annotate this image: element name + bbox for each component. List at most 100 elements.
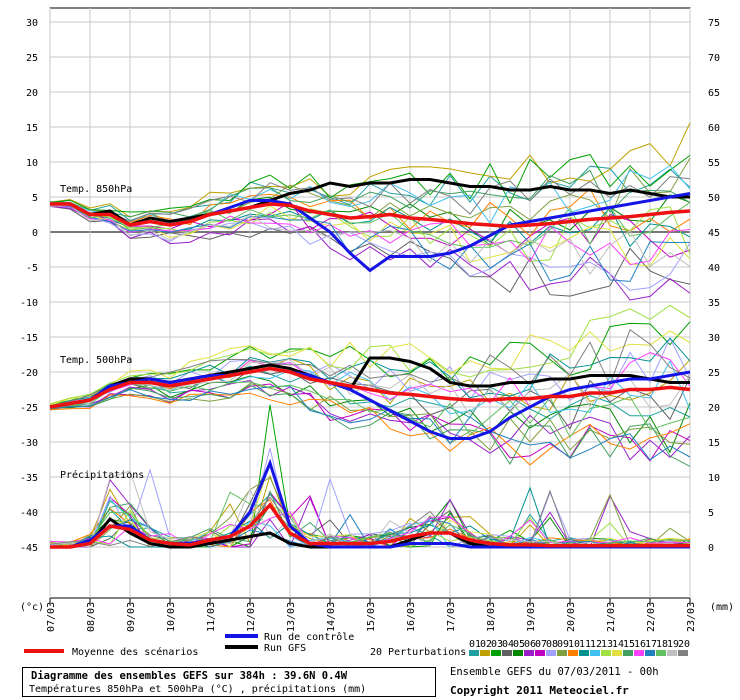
x-tick-label: 13/03	[286, 602, 297, 632]
left-tick-label: -45	[20, 543, 38, 554]
legend-perturbation-number: 10	[568, 639, 580, 650]
perturbation-line	[49, 369, 691, 430]
x-tick-label: 10/03	[166, 602, 177, 632]
left-tick-label: -20	[20, 368, 38, 379]
legend-gfs-label: Run GFS	[264, 643, 306, 654]
perturbation-line	[49, 188, 691, 237]
chart-subtitle: Températures 850hPa et 500hPa (°C) , pré…	[29, 684, 367, 695]
legend-perturbation-swatch	[612, 650, 622, 656]
left-tick-label: -35	[20, 473, 38, 484]
legend-perturbation-number: 06	[524, 639, 536, 650]
right-tick-label: 25	[708, 368, 720, 379]
left-tick-label: -40	[20, 508, 38, 519]
legend: Moyenne des scénarios Run de contrôleRun …	[24, 631, 690, 658]
right-tick-label: 45	[708, 228, 720, 239]
panel-label: Temp. 500hPa	[60, 355, 132, 366]
right-tick-label: 0	[708, 543, 714, 554]
legend-perturbation-swatch	[601, 650, 611, 656]
panel-label: Temp. 850hPa	[60, 184, 132, 195]
mean-line	[49, 366, 691, 409]
perturbation-line	[49, 204, 691, 266]
x-tick-label: 18/03	[486, 602, 497, 632]
legend-perturbation-number: 13	[601, 639, 613, 650]
legend-perturbation-number: 01	[469, 639, 481, 650]
legend-perturbation-number: 04	[502, 639, 514, 650]
x-tick-label: 14/03	[326, 602, 337, 632]
legend-perturbation-number: 07	[535, 639, 547, 650]
chart-info-box: Diagramme des ensembles GEFS sur 384h : …	[22, 667, 436, 697]
perturbation-line	[49, 383, 691, 451]
legend-perturbation-swatch	[579, 650, 589, 656]
mean-line	[50, 202, 691, 229]
legend-perturbation-number: 09	[557, 639, 569, 650]
perturbation-line	[49, 304, 691, 405]
legend-perturbation-swatch	[513, 650, 523, 656]
panel-labels: Temp. 850hPa Temp. 500hPa Précipitations	[60, 184, 144, 481]
legend-perturbation-number: 19	[667, 639, 679, 650]
right-axis-unit: (mm)	[710, 602, 734, 613]
legend-perturbation-swatch	[645, 650, 655, 656]
x-tick-label: 19/03	[526, 602, 537, 632]
left-tick-label: -25	[20, 403, 38, 414]
x-tick-label: 11/03	[206, 602, 217, 632]
grid	[49, 7, 691, 599]
legend-perturbation-swatch	[656, 650, 666, 656]
left-axis-unit: (°c)	[20, 602, 44, 613]
axes: 302520151050-5-10-15-20-25-30-35-40-4575…	[20, 18, 734, 632]
legend-perturbation-swatch	[469, 650, 479, 656]
left-tick-label: -10	[20, 298, 38, 309]
legend-perturbation-swatch	[557, 650, 567, 656]
legend-perturbation-swatch	[524, 650, 534, 656]
legend-perturbation-swatch	[491, 650, 501, 656]
perturbation-line	[49, 204, 691, 276]
legend-mean-label: Moyenne des scénarios	[72, 646, 198, 658]
right-tick-label: 15	[708, 438, 720, 449]
left-tick-label: -30	[20, 438, 38, 449]
x-tick-label: 12/03	[246, 602, 257, 632]
perturbation-line	[49, 203, 691, 263]
left-tick-label: 5	[32, 193, 38, 204]
right-tick-label: 50	[708, 193, 720, 204]
x-tick-label: 07/03	[46, 602, 57, 632]
right-tick-label: 5	[708, 508, 714, 519]
mean-line	[50, 502, 690, 549]
copyright-text: Copyright 2011 Meteociel.fr	[450, 684, 629, 697]
main-series-lines	[49, 178, 691, 549]
left-tick-label: 30	[26, 18, 38, 29]
x-tick-label: 17/03	[446, 602, 457, 632]
legend-perturbation-number: 11	[579, 639, 591, 650]
legend-perturbation-swatch	[590, 650, 600, 656]
perturbation-line	[49, 359, 691, 415]
legend-control-label: Run de contrôle	[264, 631, 354, 643]
legend-perturbation-number: 02	[480, 639, 492, 650]
legend-perturbation-number: 08	[546, 639, 558, 650]
right-tick-label: 30	[708, 333, 720, 344]
legend-perturbation-swatch	[480, 650, 490, 656]
right-tick-label: 75	[708, 18, 720, 29]
right-tick-label: 10	[708, 473, 720, 484]
left-tick-label: 25	[26, 53, 38, 64]
perturbation-line	[49, 201, 691, 248]
legend-perturbation-number: 15	[623, 639, 635, 650]
legend-perturbation-number: 20	[678, 639, 690, 650]
legend-perturbation-number: 18	[656, 639, 668, 650]
legend-perturbation-swatch	[535, 650, 545, 656]
perturbation-line	[49, 385, 691, 461]
right-tick-label: 20	[708, 403, 720, 414]
x-tick-label: 22/03	[646, 602, 657, 632]
legend-perturbations-label: 20 Perturbations	[370, 647, 466, 658]
perturbation-line	[49, 204, 691, 291]
legend-perturbation-number: 03	[491, 639, 503, 650]
legend-perturbation-number: 17	[645, 639, 657, 650]
x-tick-label: 08/03	[86, 602, 97, 632]
right-tick-label: 60	[708, 123, 720, 134]
perturbation-line	[49, 176, 691, 222]
legend-perturbation-number: 16	[634, 639, 646, 650]
x-tick-label: 20/03	[566, 602, 577, 632]
legend-perturbation-swatch	[568, 650, 578, 656]
legend-perturbation-swatch	[667, 650, 677, 656]
perturbation-line	[49, 447, 691, 548]
right-tick-label: 40	[708, 263, 720, 274]
perturbation-line	[49, 201, 691, 258]
perturbation-line	[49, 381, 691, 439]
